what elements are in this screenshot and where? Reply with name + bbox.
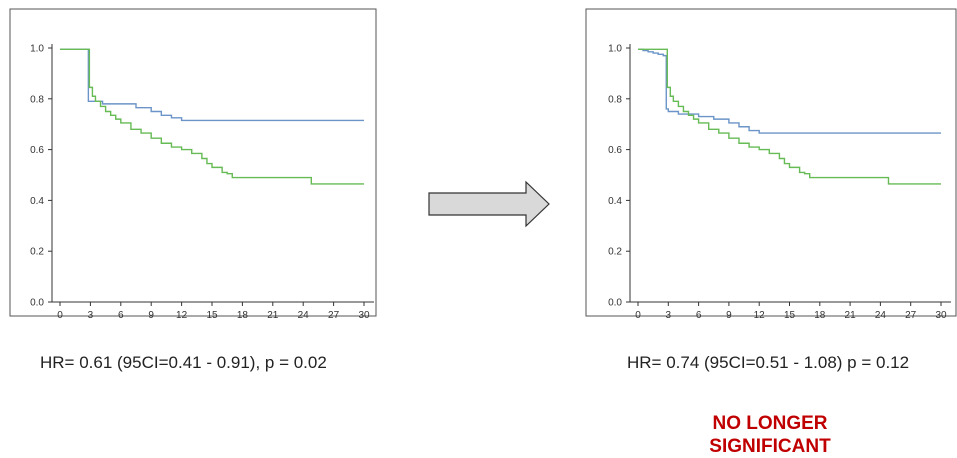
left-y-tick-label: 1.0: [30, 44, 44, 55]
right-x-tick-label: 18: [814, 310, 826, 321]
left-y-tick-label: 0.0: [30, 298, 44, 309]
significance-verdict: NO LONGER SIGNIFICANT: [640, 412, 900, 458]
right-y-tick-label: 1.0: [608, 44, 622, 55]
left-x-tick-label: 0: [57, 310, 63, 321]
left-x-tick-label: 15: [206, 310, 218, 321]
left-chart-curves: [60, 48, 364, 185]
right-x-tick-label: 6: [696, 310, 702, 321]
left-x-tick-label: 24: [298, 310, 310, 321]
left-x-tick-label: 3: [88, 310, 94, 321]
verdict-line-2: SIGNIFICANT: [709, 436, 831, 457]
right-arrow-icon: [428, 180, 550, 228]
right-y-tick-label: 0.4: [608, 196, 622, 207]
right-chart-curves: [638, 48, 941, 185]
right-survival-curve-blue: [638, 48, 941, 134]
left-x-tick-label: 21: [267, 310, 279, 321]
right-y-tick-label: 0.6: [608, 145, 622, 156]
left-x-tick-label: 27: [328, 310, 340, 321]
left-chart-axes: 0 3 6 9 12 15 18 21 24 27 30 0.0 0.2 0.4 0.6 0.8 1.0: [30, 44, 374, 321]
left-x-tick-label: 30: [358, 310, 370, 321]
right-survival-curve-green: [638, 48, 941, 185]
right-y-tick-label: 0.8: [608, 94, 622, 105]
right-km-chart: 0 3 6 9 12 15 18 21 24 27 30 0.0 0.2 0.4 0.6 0.8 1.0: [585, 8, 957, 321]
right-chart-frame: [585, 8, 957, 317]
right-x-tick-label: 21: [845, 310, 857, 321]
left-hr-caption: HR= 0.61 (95CI=0.41 - 0.91), p = 0.02: [40, 353, 327, 372]
left-y-tick-label: 0.6: [30, 145, 44, 156]
left-km-chart: 0 3 6 9 12 15 18 21 24 27 30 0.0 0.2 0.4 0.6 0.8 1.0: [9, 8, 377, 321]
right-x-tick-label: 12: [754, 310, 766, 321]
right-x-tick-label: 3: [666, 310, 672, 321]
verdict-line-1: NO LONGER: [712, 413, 828, 434]
right-x-tick-label: 27: [905, 310, 917, 321]
right-chart-axes: 0 3 6 9 12 15 18 21 24 27 30 0.0 0.2 0.4 0.6 0.8 1.0: [608, 44, 951, 321]
left-x-tick-label: 12: [176, 310, 188, 321]
right-y-tick-label: 0.0: [608, 298, 622, 309]
left-x-tick-label: 6: [118, 310, 124, 321]
right-x-tick-label: 24: [875, 310, 887, 321]
right-x-tick-label: 0: [635, 310, 641, 321]
left-chart-frame: [9, 8, 377, 317]
right-x-tick-label: 15: [784, 310, 796, 321]
right-x-tick-label: 9: [726, 310, 732, 321]
left-y-tick-label: 0.2: [30, 247, 44, 258]
left-y-tick-label: 0.4: [30, 196, 44, 207]
left-survival-curve-green: [60, 48, 364, 185]
right-x-tick-label: 30: [935, 310, 947, 321]
left-y-tick-label: 0.8: [30, 94, 44, 105]
left-x-tick-label: 18: [237, 310, 249, 321]
right-y-tick-label: 0.2: [608, 247, 622, 258]
right-hr-caption: HR= 0.74 (95CI=0.51 - 1.08) p = 0.12: [627, 353, 910, 372]
arrow-shape: [428, 180, 550, 228]
left-x-tick-label: 9: [148, 310, 154, 321]
